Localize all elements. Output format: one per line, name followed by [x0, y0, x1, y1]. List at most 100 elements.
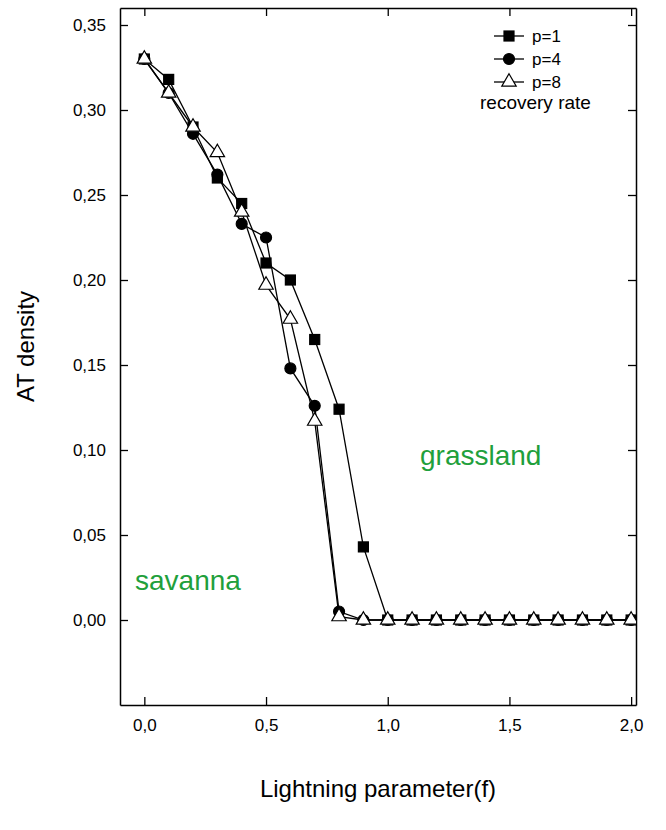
legend-item: p=1	[494, 27, 561, 46]
data-point	[600, 612, 614, 624]
tick-mark	[628, 450, 636, 451]
tick-label: 0,30	[73, 101, 106, 120]
data-point	[161, 85, 175, 97]
data-point	[212, 169, 223, 180]
tick: 0,30	[73, 101, 128, 120]
data-point	[502, 612, 516, 624]
y-axis-title: AT density	[12, 291, 39, 402]
x-axis-top-line	[121, 8, 637, 10]
data-point	[137, 51, 151, 63]
data-point	[575, 612, 589, 624]
tick	[266, 8, 267, 16]
tick-mark	[628, 365, 636, 366]
tick-label: 2,0	[620, 716, 644, 735]
tick: 0,05	[73, 526, 128, 545]
tick: 0,0	[133, 697, 157, 735]
series-line	[144, 59, 631, 620]
data-point	[405, 612, 419, 624]
tick-label: 1,0	[376, 716, 400, 735]
data-point	[478, 612, 492, 624]
tick-label: 0,25	[73, 186, 106, 205]
tick: 0,15	[73, 356, 128, 375]
x-axis-top	[121, 8, 637, 16]
tick-mark	[509, 697, 510, 705]
plot-area	[137, 51, 636, 626]
chart: 0,00,51,01,52,00,000,050,100,150,200,250…	[0, 0, 666, 830]
tick-label: 0,35	[73, 16, 106, 35]
tick: 0,00	[73, 611, 128, 630]
tick-mark	[628, 280, 636, 281]
x-axis-title: Lightning parameter(f)	[260, 775, 496, 802]
data-point	[429, 612, 443, 624]
legend-label: p=4	[532, 50, 561, 69]
data-point	[332, 608, 346, 620]
tick-mark	[628, 535, 636, 536]
tick-mark	[266, 8, 267, 16]
y-axis: 0,00 0,05 0,10 0,15 0,20 0,25 0,30 0,35	[73, 9, 128, 706]
data-point	[261, 232, 272, 243]
data-point	[285, 275, 295, 285]
data-point	[356, 612, 370, 624]
tick: 0,10	[73, 441, 128, 460]
tick	[628, 535, 636, 536]
legend-marker	[504, 31, 514, 41]
tick	[631, 8, 632, 16]
y-axis-line	[120, 9, 122, 706]
data-point	[236, 218, 247, 229]
tick-label: 1,5	[498, 716, 522, 735]
tick: 0,35	[73, 16, 128, 35]
tick-mark	[120, 535, 128, 536]
data-point	[309, 400, 320, 411]
legend-item: p=4	[494, 50, 561, 69]
data-point	[234, 204, 248, 216]
tick-mark	[266, 697, 267, 705]
data-point	[551, 612, 565, 624]
tick-label: 0,20	[73, 271, 106, 290]
tick: 0,20	[73, 271, 128, 290]
data-point	[261, 258, 271, 268]
tick-label: 0,05	[73, 526, 106, 545]
tick	[628, 280, 636, 281]
tick-mark	[120, 450, 128, 451]
tick	[509, 8, 510, 16]
tick-mark	[388, 697, 389, 705]
tick-mark	[628, 25, 636, 26]
data-point	[358, 542, 368, 552]
tick-mark	[120, 25, 128, 26]
tick-mark	[144, 697, 145, 705]
series-line	[144, 59, 631, 620]
legend-item: p=8	[494, 73, 561, 92]
legend-title: recovery rate	[480, 92, 591, 113]
data-point	[164, 74, 174, 84]
data-point	[624, 612, 636, 624]
tick	[628, 450, 636, 451]
data-point	[259, 277, 273, 289]
tick: 1,5	[498, 697, 522, 735]
legend-marker	[504, 54, 515, 65]
y-axis-right	[628, 9, 637, 706]
tick-mark	[631, 8, 632, 16]
data-point	[285, 363, 296, 374]
tick-mark	[120, 280, 128, 281]
x-axis-line	[121, 705, 637, 707]
data-point	[210, 144, 224, 156]
tick-label: 0,00	[73, 611, 106, 630]
tick-mark	[144, 8, 145, 16]
x-axis: 0,0 0,5 1,0 1,5 2,0	[121, 697, 644, 735]
data-point	[308, 413, 322, 425]
legend: p=1 p=4 p=8recovery rate	[480, 27, 591, 113]
data-point	[527, 612, 541, 624]
tick-mark	[628, 195, 636, 196]
tick-mark	[120, 365, 128, 366]
data-point	[381, 612, 395, 624]
legend-marker	[502, 74, 516, 86]
y-axis-right-line	[636, 9, 638, 706]
tick-mark	[388, 8, 389, 16]
tick	[144, 8, 145, 16]
tick: 2,0	[620, 697, 644, 735]
tick-mark	[120, 110, 128, 111]
series-line	[144, 59, 631, 620]
tick	[628, 365, 636, 366]
tick: 1,0	[376, 697, 400, 735]
tick-label: 0,5	[255, 716, 279, 735]
